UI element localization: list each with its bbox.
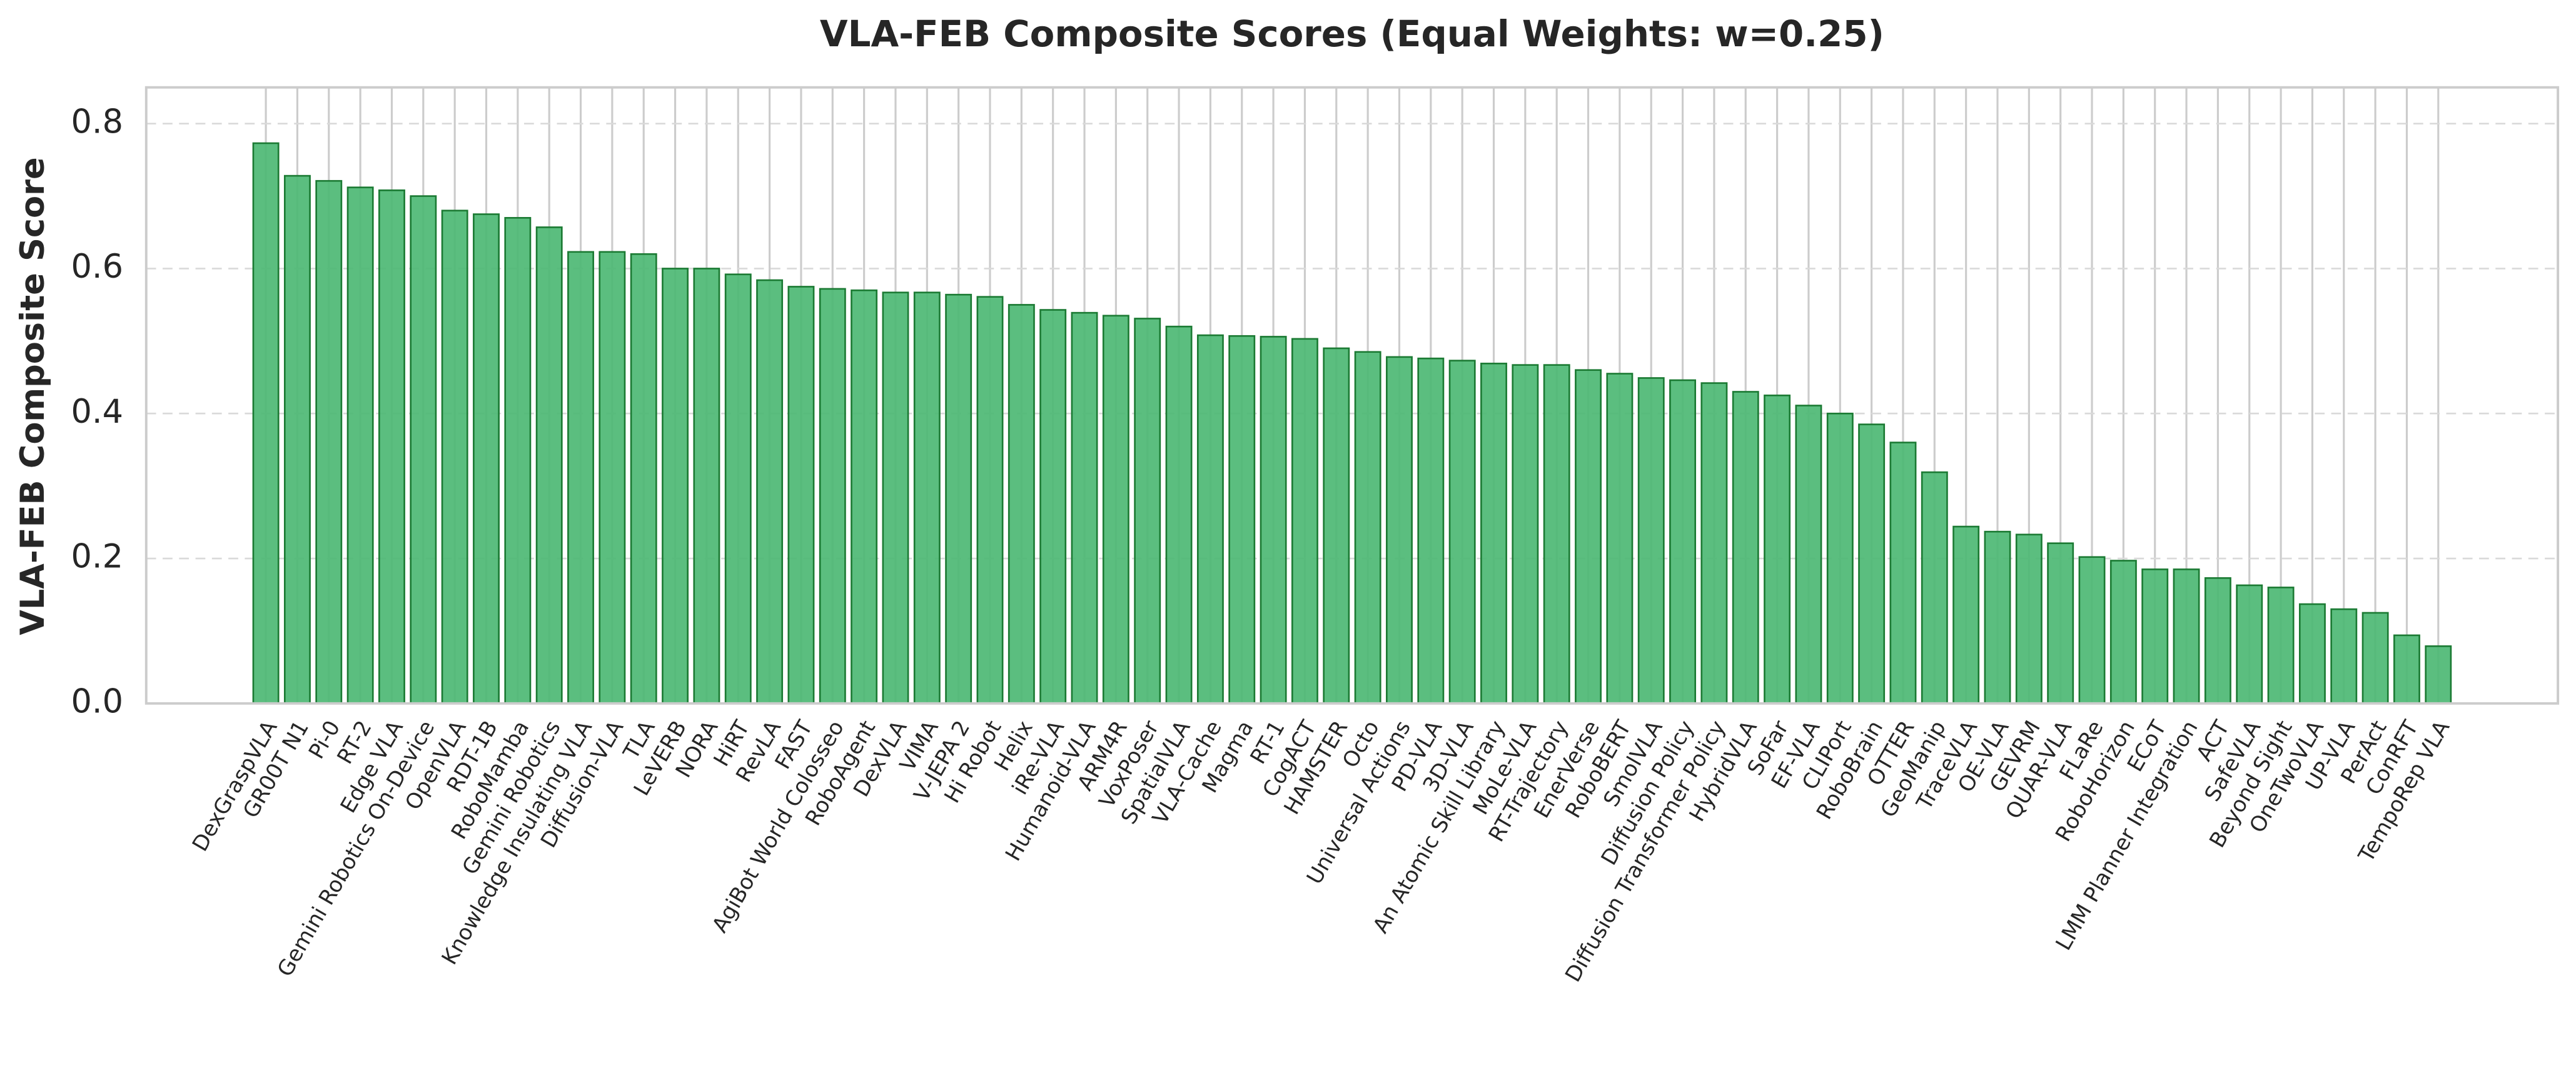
bar — [473, 213, 500, 705]
bar — [851, 289, 878, 705]
bar — [2393, 634, 2420, 705]
bar — [1417, 357, 1445, 705]
y-axis-label: VLA-FEB Composite Score — [14, 157, 52, 635]
bar — [1102, 315, 1129, 705]
bar — [662, 268, 689, 705]
bar — [882, 291, 909, 705]
plot-frame — [144, 86, 2560, 705]
bar — [976, 296, 1004, 705]
chart-title: VLA-FEB Composite Scores (Equal Weights:… — [820, 13, 1884, 55]
bar — [913, 291, 941, 705]
bar — [693, 268, 720, 705]
bar — [1606, 373, 1634, 705]
bar — [2173, 568, 2200, 705]
bar — [1354, 351, 1381, 705]
bar — [410, 195, 437, 705]
bar — [2078, 556, 2106, 705]
bar — [504, 217, 532, 705]
bar — [1448, 360, 1476, 705]
bar — [787, 286, 815, 705]
y-tick-label: 0.8 — [71, 103, 123, 141]
y-tick-label: 0.2 — [71, 538, 123, 576]
bar — [2047, 542, 2074, 705]
bar — [599, 251, 626, 705]
bar — [315, 179, 343, 705]
bar — [1134, 318, 1161, 705]
bar — [535, 226, 563, 705]
bar — [756, 279, 784, 705]
bar — [441, 209, 468, 705]
bar — [2298, 603, 2326, 705]
bar — [252, 142, 280, 705]
bar — [1795, 405, 1822, 705]
bar — [346, 186, 374, 705]
bar — [1039, 309, 1067, 705]
bar — [1512, 364, 1539, 705]
bar — [1228, 335, 1256, 705]
bar — [2236, 584, 2263, 705]
bar — [1291, 338, 1318, 705]
bar — [2204, 577, 2231, 705]
y-tick-label: 0.4 — [71, 393, 123, 431]
bar — [1543, 364, 1570, 705]
bar — [2361, 612, 2389, 705]
bar — [1858, 423, 1886, 705]
bar — [1165, 325, 1193, 705]
bar — [1260, 336, 1287, 705]
y-tick-label: 0.6 — [71, 248, 123, 286]
bar — [945, 293, 972, 705]
bar — [1764, 394, 1791, 705]
bar — [1071, 311, 1098, 705]
bar — [2425, 645, 2452, 705]
bar — [724, 273, 752, 705]
bar — [630, 253, 657, 705]
bar — [378, 189, 405, 705]
bar — [1732, 391, 1759, 705]
bar — [1984, 530, 2011, 705]
bar — [1826, 412, 1854, 705]
bar — [1637, 377, 1665, 705]
bar — [1196, 334, 1224, 705]
bar — [1669, 379, 1697, 705]
bar — [283, 174, 311, 705]
bar — [2109, 560, 2137, 705]
bar — [2267, 587, 2295, 705]
bar — [2141, 568, 2169, 705]
bar — [1575, 369, 1602, 705]
bar — [2015, 533, 2043, 705]
bar — [1386, 356, 1413, 705]
bar — [2330, 608, 2358, 705]
y-tick-label: 0.0 — [71, 682, 123, 720]
bar — [1008, 304, 1035, 705]
bar — [1889, 442, 1917, 705]
bar — [1480, 362, 1507, 705]
bar — [819, 288, 846, 705]
bar — [1921, 471, 1948, 705]
bar — [1323, 347, 1350, 705]
bar — [1700, 382, 1728, 705]
bar — [1952, 525, 1980, 705]
bar — [567, 251, 594, 705]
